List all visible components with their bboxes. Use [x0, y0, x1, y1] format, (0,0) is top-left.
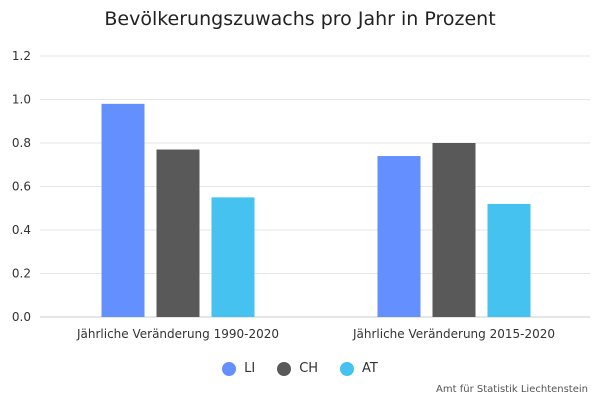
legend-label-at: AT: [362, 361, 378, 376]
y-tick-label: 1.2: [12, 49, 31, 63]
y-tick-label: 0.2: [12, 267, 31, 281]
bar-ch: [432, 143, 476, 317]
source-note: Amt für Statistik Liechtenstein: [436, 384, 588, 395]
x-category-label: Jährliche Veränderung 1990-2020: [76, 327, 279, 341]
bar-at: [487, 203, 531, 317]
y-tick-label: 0.8: [12, 136, 31, 150]
bar-li: [377, 156, 421, 317]
legend-item-li[interactable]: LI: [222, 361, 255, 376]
legend-item-at[interactable]: AT: [340, 361, 378, 376]
chart-title: Bevölkerungszuwachs pro Jahr in Prozent: [104, 8, 496, 30]
bar-li: [101, 103, 145, 317]
legend: LI CH AT: [0, 361, 600, 376]
legend-marker-ch: [277, 361, 292, 376]
y-tick-label: 0.6: [12, 180, 31, 194]
bar-ch: [156, 149, 200, 317]
x-category-label: Jährliche Veränderung 2015-2020: [352, 327, 555, 341]
y-tick-label: 0.0: [12, 310, 31, 324]
legend-label-li: LI: [244, 361, 256, 376]
y-tick-label: 0.4: [12, 223, 31, 237]
legend-marker-at: [340, 361, 355, 376]
legend-item-ch[interactable]: CH: [277, 361, 318, 376]
bar-at: [211, 197, 255, 317]
y-tick-label: 1.0: [12, 93, 31, 107]
legend-marker-li: [222, 361, 237, 376]
legend-label-ch: CH: [299, 361, 319, 376]
